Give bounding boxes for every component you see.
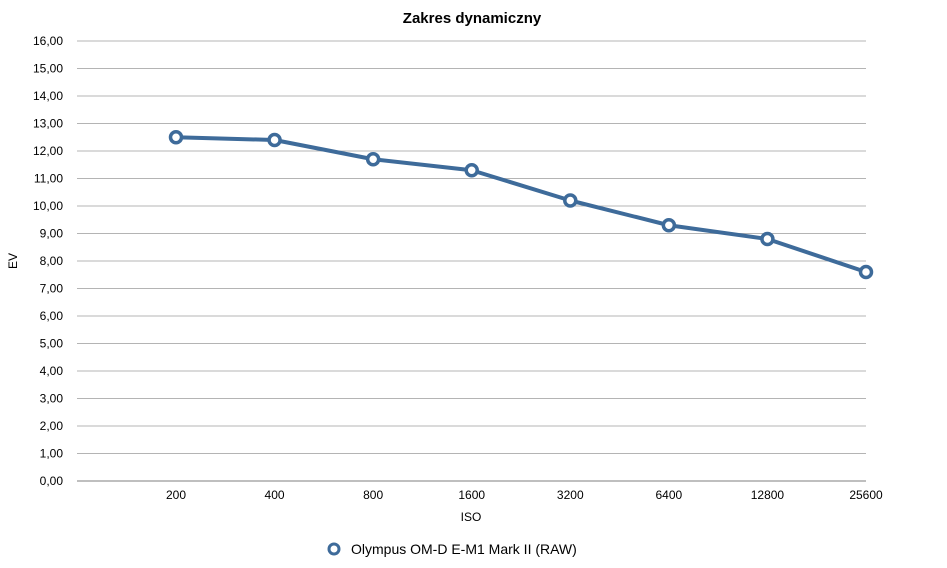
y-axis-label: EV [6,253,20,269]
legend-marker-icon [327,542,341,556]
legend: Olympus OM-D E-M1 Mark II (RAW) [327,541,577,557]
chart-title: Zakres dynamiczny [403,10,542,27]
y-tick-label: 12,00 [33,144,63,158]
y-tick-label: 15,00 [33,62,63,76]
x-tick-label: 12800 [751,488,785,502]
legend-entry-label: Olympus OM-D E-M1 Mark II (RAW) [351,541,577,557]
y-tick-label: 4,00 [40,364,64,378]
data-point [858,264,874,280]
x-axis-ticks: 200 400 800 1600 3200 6400 12800 25600 [166,488,883,502]
y-tick-label: 1,00 [40,447,64,461]
data-point [760,231,775,247]
data-point [661,218,677,233]
y-axis-ticks: 0,00 1,00 2,00 3,00 4,00 5,00 6,00 7,00 8,00 9,00… [33,34,63,488]
series-layer [168,130,874,280]
x-tick-label: 6400 [656,488,683,502]
y-tick-label: 10,00 [33,199,63,213]
y-tick-label: 0,00 [40,474,64,488]
series-line [174,135,868,274]
y-tick-label: 16,00 [33,34,63,48]
data-point [365,152,381,167]
data-point [464,163,479,178]
x-tick-label: 200 [166,488,186,502]
y-tick-label: 14,00 [33,89,63,103]
y-tick-label: 3,00 [40,392,64,406]
data-point [168,130,184,145]
y-tick-label: 5,00 [40,337,64,351]
y-tick-label: 2,00 [40,419,64,433]
y-tick-label: 11,00 [34,172,63,186]
x-tick-label: 3200 [557,488,584,502]
gridlines [77,40,866,482]
y-tick-label: 13,00 [33,117,63,131]
data-point [267,132,282,148]
x-tick-label: 800 [363,488,383,502]
y-tick-label: 8,00 [40,254,64,268]
y-tick-label: 9,00 [40,227,64,241]
y-tick-label: 7,00 [40,282,64,296]
x-axis-label: ISO [461,510,482,524]
data-point [563,193,578,208]
x-tick-label: 400 [265,488,285,502]
x-tick-label: 25600 [849,488,883,502]
y-tick-label: 6,00 [40,309,64,323]
x-tick-label: 1600 [458,488,485,502]
